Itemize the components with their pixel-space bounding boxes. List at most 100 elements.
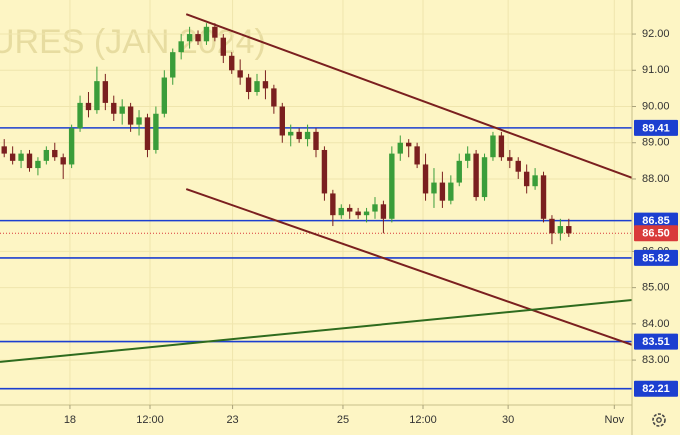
candle-body (119, 106, 125, 114)
candle-body (414, 146, 420, 165)
candle-body (35, 160, 41, 169)
settings-icon-ring (652, 413, 666, 427)
candle-body (288, 131, 294, 136)
candle-body (431, 182, 437, 194)
candle-body (532, 175, 538, 187)
candle-body (85, 102, 92, 111)
candle-body (464, 153, 471, 161)
candle-body (481, 157, 488, 198)
candle-body (456, 160, 462, 183)
candle-body (439, 182, 446, 201)
candle-body (195, 34, 201, 42)
candle-body (330, 193, 336, 216)
candle-body (279, 106, 285, 136)
y-tick-label: 91.00 (642, 64, 670, 76)
level-label: 86.85 (642, 215, 670, 227)
candle-body (220, 37, 227, 56)
candle-body (186, 34, 193, 42)
x-tick-label: 30 (502, 414, 514, 426)
candle-body (271, 88, 277, 107)
trend-line (0, 298, 633, 363)
candle-body (321, 149, 328, 194)
x-axis-background (0, 405, 632, 435)
candle-body (448, 182, 454, 201)
level-label: 85.82 (642, 252, 670, 264)
settings-icon-hub (656, 417, 662, 423)
candle-body (26, 153, 33, 169)
candle-body (136, 117, 142, 125)
candle-body (127, 106, 134, 125)
x-tick-label: 23 (226, 414, 238, 426)
candle-body (43, 149, 50, 161)
candle-body (237, 70, 243, 78)
y-tick-label: 89.00 (642, 137, 670, 149)
candle-body (304, 131, 311, 140)
candle-body (498, 135, 505, 158)
candle-body (422, 164, 429, 194)
candle-body (389, 153, 395, 219)
level-label-box (634, 333, 678, 350)
candle-body (77, 102, 83, 129)
candle-body (68, 128, 75, 165)
candle-body (52, 149, 58, 158)
candle-body (262, 81, 269, 89)
candle-body (94, 81, 100, 111)
candle-body (245, 77, 252, 93)
candle-body (18, 153, 24, 161)
x-tick-label: Nov (605, 414, 625, 426)
last-price-label: 86.50 (642, 228, 670, 240)
level-label-box (634, 119, 678, 136)
x-tick-label: 12:00 (136, 414, 164, 426)
candle-body (170, 52, 176, 78)
x-tick-label: 12:00 (409, 414, 437, 426)
level-label: 82.21 (642, 383, 670, 395)
candle-body (338, 207, 344, 216)
candle-body (473, 153, 479, 198)
candle-body (9, 153, 16, 161)
candle-body (347, 207, 353, 212)
candle-body (313, 131, 319, 150)
level-label: 83.51 (642, 336, 670, 348)
y-tick-label: 90.00 (642, 100, 670, 112)
candle-body (380, 204, 387, 219)
candle-body (1, 146, 7, 154)
y-tick-label: 84.00 (642, 318, 670, 330)
x-tick-label: 25 (337, 414, 349, 426)
candle-body (490, 135, 496, 158)
level-label-box (634, 212, 678, 229)
candle-body (355, 211, 361, 216)
candle-body (540, 175, 547, 219)
candle-body (523, 171, 530, 187)
candle-body (254, 81, 260, 93)
candle-body (60, 157, 66, 165)
trend-line (185, 13, 633, 179)
level-label-box (634, 380, 678, 397)
candle-body (153, 113, 159, 150)
level-label: 89.41 (642, 122, 670, 134)
candle-body (363, 211, 370, 216)
candle-body (557, 226, 564, 234)
candle-body (102, 81, 109, 103)
candle-body (212, 26, 218, 38)
candle-body (566, 226, 572, 234)
candle-body (515, 160, 521, 172)
candle-body (549, 218, 555, 234)
last-price-box (634, 225, 678, 242)
level-label-box (634, 249, 678, 266)
candle-body (203, 26, 210, 42)
candle-body (507, 157, 513, 161)
y-tick-label: 88.00 (642, 173, 670, 185)
settings-icon[interactable] (652, 413, 666, 427)
candle-body (296, 131, 302, 140)
candle-body (397, 142, 403, 154)
candle-body (144, 117, 151, 150)
candle-body (111, 102, 117, 114)
x-tick-label: 18 (64, 414, 76, 426)
candle-body (178, 41, 184, 53)
trend-line (185, 188, 633, 346)
candle-body (372, 204, 378, 212)
y-tick-label: 85.00 (642, 282, 670, 294)
